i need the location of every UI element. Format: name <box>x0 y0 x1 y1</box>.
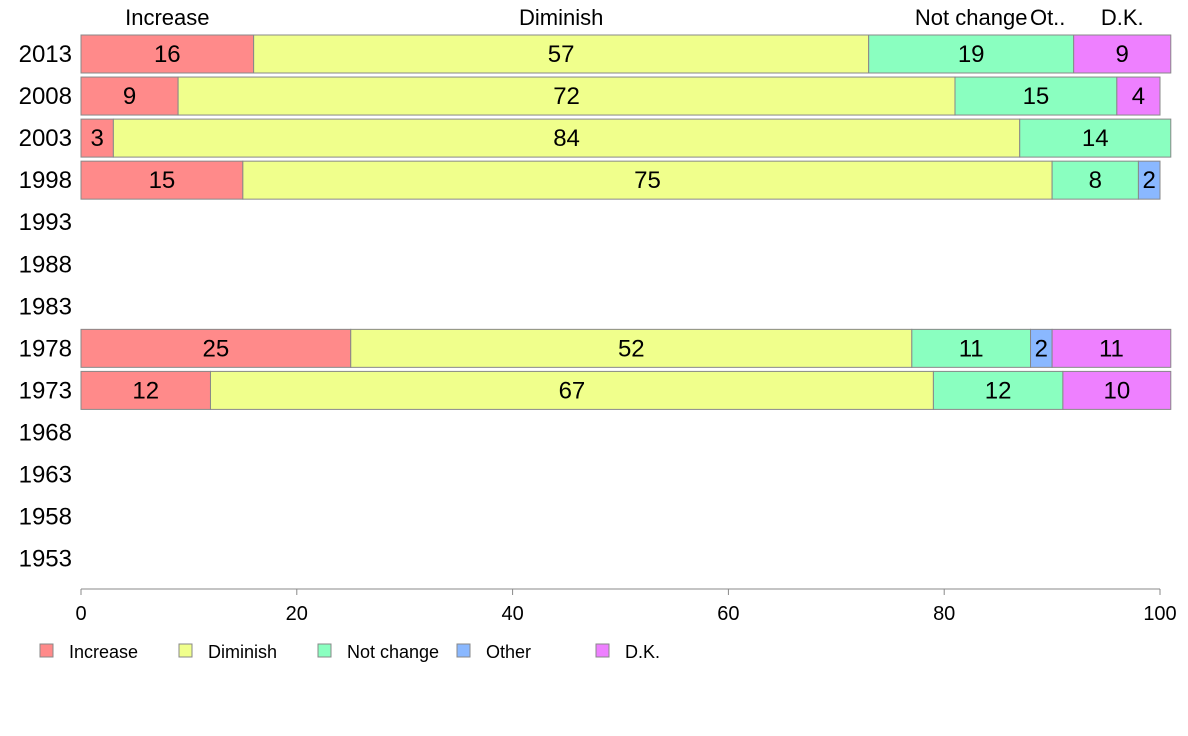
data-label-1973-increase: 12 <box>132 377 159 404</box>
legend-label-not-change: Not change <box>347 642 439 662</box>
data-label-2013-d-k-: 9 <box>1116 41 1129 68</box>
data-label-1978-increase: 25 <box>203 335 230 362</box>
top-label-2: Not change <box>915 5 1028 30</box>
data-label-1978-diminish: 52 <box>618 335 645 362</box>
y-label-1973: 1973 <box>19 377 72 404</box>
y-label-1968: 1968 <box>19 419 72 446</box>
bar-1998-other <box>1137 160 1161 200</box>
legend-label-d-k-: D.K. <box>625 642 660 662</box>
top-label-3: Ot.. <box>1030 5 1065 30</box>
data-label-1998-not-change: 8 <box>1089 167 1102 194</box>
bar-2008-not-change <box>954 76 1118 116</box>
data-label-1998-increase: 15 <box>149 167 176 194</box>
x-tick-label-20: 20 <box>286 603 308 625</box>
bar-1998-diminish <box>242 160 1053 200</box>
y-label-2013: 2013 <box>19 41 72 68</box>
data-label-1978-not-change: 11 <box>959 335 984 362</box>
y-label-1993: 1993 <box>19 209 72 236</box>
data-label-2003-increase: 3 <box>91 125 104 152</box>
data-label-1978-other: 2 <box>1035 335 1048 362</box>
bar-2013-d-k- <box>1073 34 1172 74</box>
legend-label-other: Other <box>486 642 531 662</box>
data-label-1973-not-change: 12 <box>985 377 1012 404</box>
data-label-2008-not-change: 15 <box>1023 83 1050 110</box>
legend-label-diminish: Diminish <box>208 642 277 662</box>
bar-1978-diminish <box>350 328 913 368</box>
top-label-0: Increase <box>125 5 209 30</box>
data-label-1973-diminish: 67 <box>559 377 586 404</box>
y-label-1983: 1983 <box>19 293 72 320</box>
top-label-1: Diminish <box>519 5 603 30</box>
data-label-2003-not-change: 14 <box>1082 125 1109 152</box>
top-label-4: D.K. <box>1101 5 1144 30</box>
y-label-2003: 2003 <box>19 125 72 152</box>
y-label-1963: 1963 <box>19 462 72 489</box>
x-tick-label-60: 60 <box>717 603 739 625</box>
y-label-1953: 1953 <box>19 546 72 573</box>
bar-2003-not-change <box>1019 118 1172 158</box>
data-label-1998-other: 2 <box>1143 167 1156 194</box>
data-label-2003-diminish: 84 <box>553 125 580 152</box>
x-tick-label-40: 40 <box>501 603 523 625</box>
legend-swatch-d-k- <box>595 643 610 658</box>
legend-swatch-not-change <box>317 643 332 658</box>
bar-2013-not-change <box>868 34 1075 74</box>
bar-2003-increase <box>80 118 114 158</box>
data-label-2008-d-k-: 4 <box>1132 83 1145 110</box>
data-label-2013-not-change: 19 <box>958 41 985 68</box>
y-label-1988: 1988 <box>19 251 72 278</box>
data-label-2013-diminish: 57 <box>548 41 575 68</box>
bar-1998-increase <box>80 160 244 200</box>
x-axis: 0 20 40 60 80 100 <box>75 588 1177 625</box>
legend-swatch-other <box>456 643 471 658</box>
data-label-1998-diminish: 75 <box>634 167 661 194</box>
legend: Increase Diminish Not change Other D.K. <box>39 642 660 662</box>
bar-2013-diminish <box>253 34 870 74</box>
bar-1978-not-change <box>911 328 1032 368</box>
top-labels: Increase Diminish Not change Ot.. D.K. <box>125 5 1144 30</box>
bar-2008-increase <box>80 76 179 116</box>
data-label-2008-increase: 9 <box>123 83 136 110</box>
data-label-1978-d-k-: 11 <box>1099 335 1124 362</box>
bar-1998-not-change <box>1051 160 1139 200</box>
y-axis-labels: 2013 2008 2003 1998 1993 1988 1983 1978 1973 1968… <box>19 41 72 573</box>
bar-1978-increase <box>80 328 352 368</box>
bar-1973-not-change <box>932 370 1064 410</box>
bar-2013-increase <box>80 34 255 74</box>
y-label-2008: 2008 <box>19 83 72 110</box>
y-label-1958: 1958 <box>19 504 72 531</box>
bar-1973-d-k- <box>1062 370 1172 410</box>
y-label-1998: 1998 <box>19 167 72 194</box>
bar-1978-d-k- <box>1051 328 1172 368</box>
bar-2003-diminish <box>112 118 1021 158</box>
data-label-2008-diminish: 72 <box>553 83 580 110</box>
y-label-1978: 1978 <box>19 335 72 362</box>
x-tick-label-100: 100 <box>1143 603 1176 625</box>
legend-label-increase: Increase <box>69 642 138 662</box>
data-label-1973-d-k-: 10 <box>1103 377 1130 404</box>
bar-2008-d-k- <box>1116 76 1161 116</box>
data-label-2013-increase: 16 <box>154 41 181 68</box>
legend-swatch-increase <box>39 643 54 658</box>
x-tick-label-80: 80 <box>933 603 955 625</box>
x-tick-label-0: 0 <box>75 603 86 625</box>
bar-2008-diminish <box>177 76 956 116</box>
legend-swatch-diminish <box>178 643 193 658</box>
